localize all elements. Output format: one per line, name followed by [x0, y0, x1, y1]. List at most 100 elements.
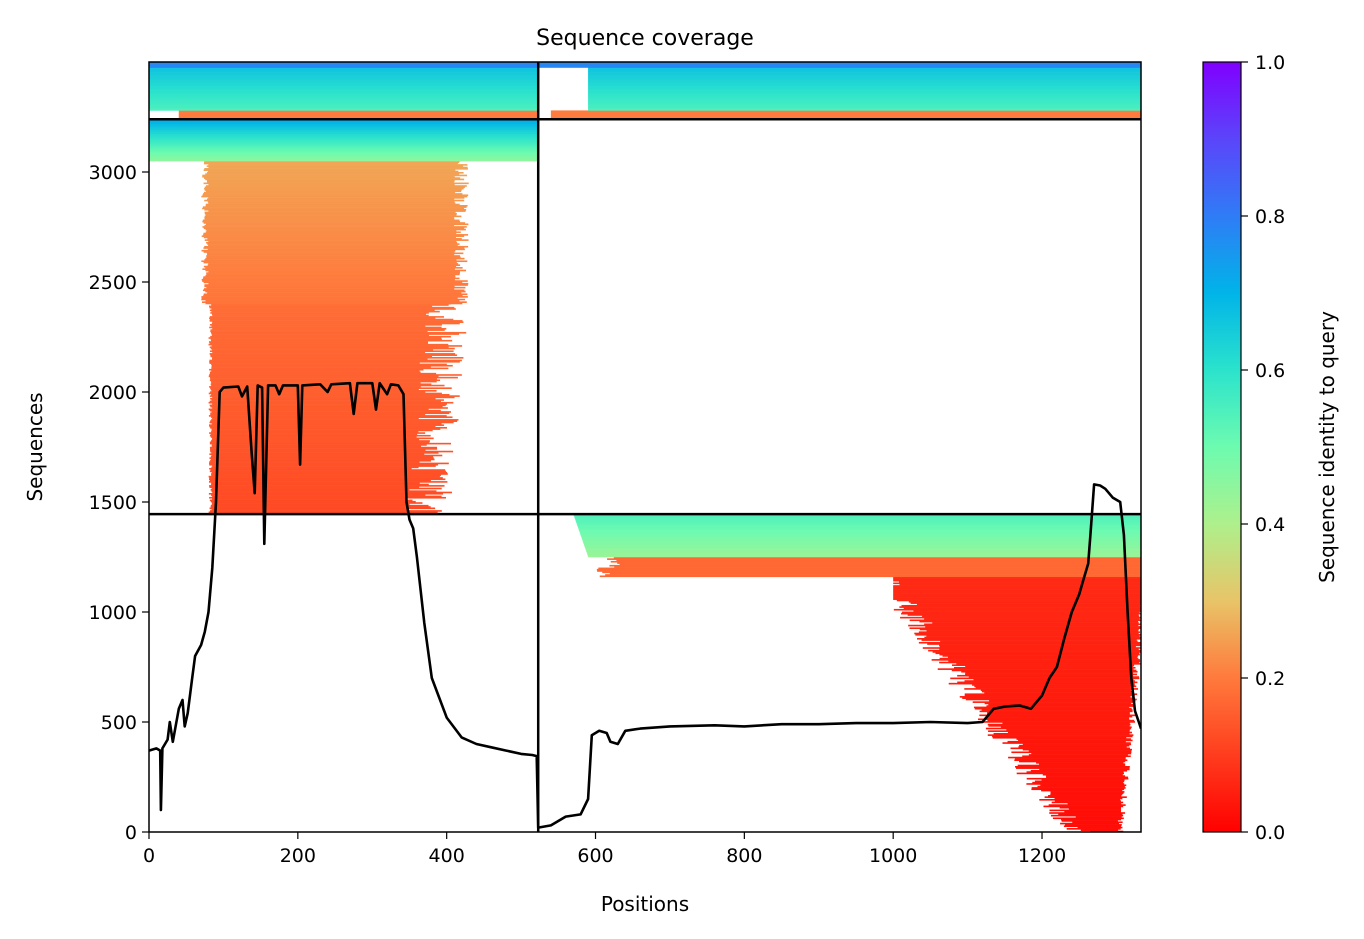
msa-row [209, 374, 462, 376]
msa-row [1014, 758, 1126, 760]
msa-row [1061, 818, 1122, 821]
msa-row [149, 76, 539, 78]
msa-row [202, 268, 455, 270]
msa-row [204, 208, 467, 211]
msa-row [211, 399, 444, 401]
msa-row [149, 105, 539, 107]
msa-row [149, 78, 539, 81]
msa-row [211, 466, 419, 469]
msa-row [896, 599, 1141, 602]
msa-row [149, 86, 539, 89]
msa-row [149, 130, 539, 133]
msa-row [207, 170, 459, 173]
msa-row [893, 589, 1141, 591]
msa-row [922, 615, 1140, 618]
msa-row [210, 339, 453, 342]
msa-row [1037, 785, 1125, 788]
x-tick-label: 600 [577, 845, 613, 867]
msa-row [614, 566, 1141, 568]
msa-row [208, 401, 454, 404]
msa-row [1065, 824, 1122, 826]
msa-row [201, 297, 458, 300]
msa-row [210, 469, 446, 471]
msa-row [588, 99, 1141, 102]
msa-row [205, 274, 456, 277]
msa-row [579, 531, 1141, 534]
msa-row [965, 672, 1134, 674]
msa-row [205, 173, 460, 175]
msa-row [988, 725, 1130, 727]
msa-row [1048, 804, 1126, 806]
msa-row [1077, 826, 1123, 829]
msa-row [984, 692, 1132, 694]
msa-row [205, 190, 462, 193]
msa-row [211, 310, 440, 313]
msa-row [211, 363, 447, 366]
msa-row [211, 444, 427, 446]
msa-row [212, 495, 442, 498]
msa-row [588, 87, 1141, 90]
msa-row [211, 367, 449, 370]
msa-row [204, 216, 455, 219]
msa-row [588, 70, 1141, 73]
msa-row [212, 498, 408, 500]
msa-row [1018, 760, 1126, 763]
msa-row [212, 417, 419, 420]
msa-row [206, 241, 458, 244]
msa-row [910, 602, 1141, 604]
msa-row [212, 314, 429, 317]
msa-row [588, 95, 1141, 98]
msa-row [212, 351, 426, 354]
msa-row [550, 113, 1141, 116]
msa-row [968, 676, 1140, 678]
msa-row [149, 134, 539, 137]
msa-row [204, 218, 455, 220]
msa-row [212, 396, 455, 399]
msa-row [1030, 769, 1128, 772]
msa-row [207, 243, 460, 245]
msa-row [211, 494, 426, 496]
colorbar-label: Sequence identity to query [1315, 311, 1339, 583]
msa-row [588, 72, 1141, 74]
msa-row [908, 601, 1141, 603]
msa-row [205, 269, 467, 272]
msa-row [149, 157, 539, 159]
msa-row [208, 343, 449, 346]
msa-row [206, 252, 464, 255]
msa-row [1041, 779, 1125, 781]
msa-row [149, 146, 539, 149]
msa-row [947, 656, 1138, 659]
msa-row [574, 516, 1141, 518]
msa-row [206, 165, 464, 168]
msa-row [209, 467, 412, 470]
msa-row [584, 546, 1141, 549]
msa-row [1022, 748, 1133, 751]
msa-row [149, 81, 539, 83]
msa-row [617, 562, 1141, 564]
msa-row [609, 572, 1141, 575]
msa-row [989, 700, 1136, 702]
msa-row [211, 471, 448, 474]
msa-row [205, 205, 468, 207]
msa-row [927, 643, 1141, 645]
msa-row [149, 87, 539, 90]
msa-row [209, 442, 451, 445]
msa-row [209, 477, 443, 479]
msa-row [939, 644, 1141, 647]
msa-row [210, 355, 433, 358]
msa-row [208, 263, 459, 265]
msa-row [178, 116, 539, 119]
msa-row [209, 320, 463, 322]
msa-row [203, 294, 463, 297]
msa-row [1007, 731, 1132, 734]
msa-row [893, 582, 1141, 585]
msa-row [1006, 729, 1130, 731]
msa-row [899, 583, 1141, 586]
msa-row [550, 116, 1141, 119]
msa-row [1000, 726, 1132, 729]
msa-row [209, 386, 421, 388]
msa-row [959, 696, 1131, 698]
msa-row [588, 84, 1141, 86]
msa-row [588, 68, 1141, 70]
msa-row [211, 473, 448, 475]
